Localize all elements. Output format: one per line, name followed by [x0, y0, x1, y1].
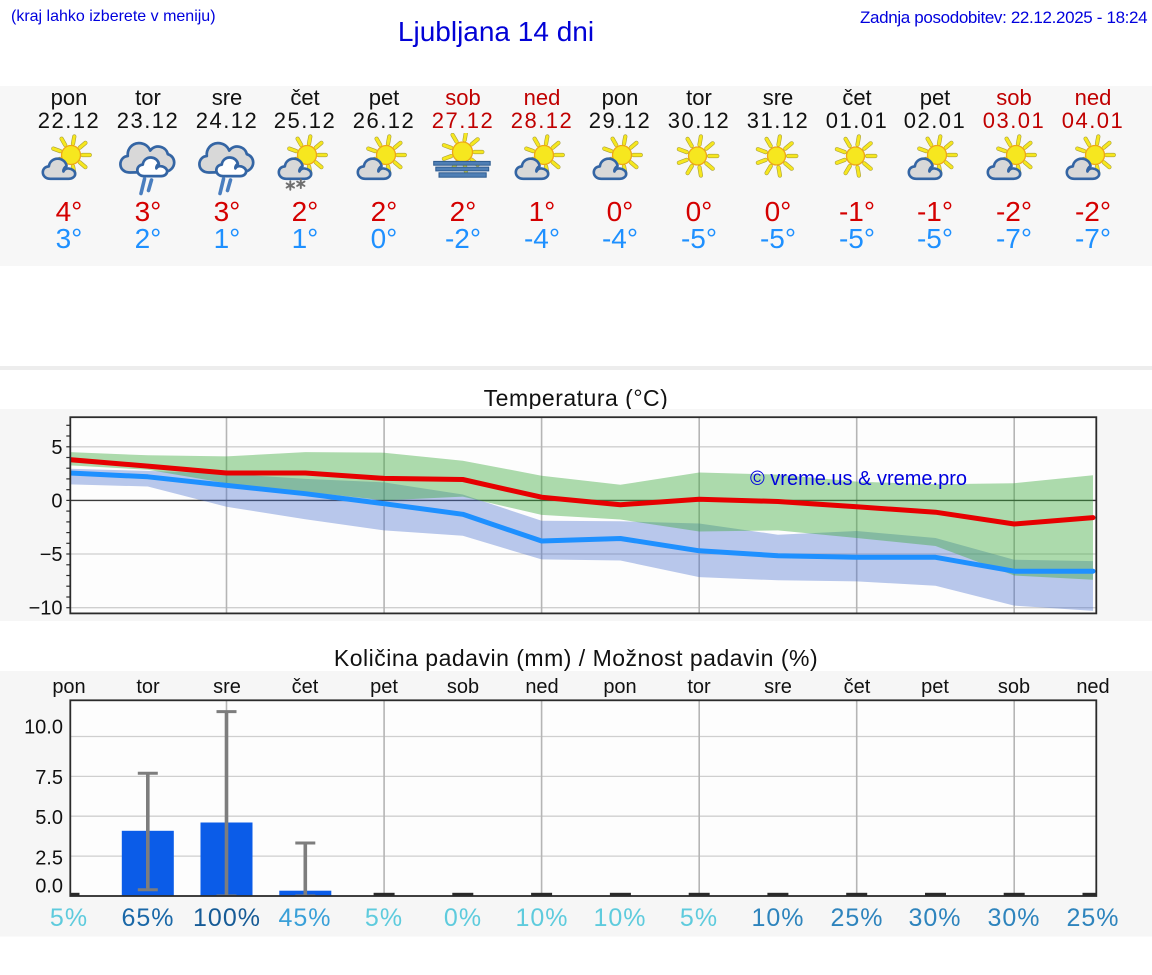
svg-text:0.0: 0.0: [35, 875, 63, 897]
svg-text:7.5: 7.5: [35, 767, 63, 789]
svg-text:5: 5: [51, 437, 62, 459]
svg-text:0: 0: [51, 490, 62, 512]
svg-text:2.5: 2.5: [35, 847, 63, 869]
svg-text:© vreme.us & vreme.pro: © vreme.us & vreme.pro: [750, 468, 967, 490]
svg-text:−5: −5: [40, 544, 63, 566]
svg-text:10.0: 10.0: [24, 716, 63, 738]
svg-text:−10: −10: [29, 598, 63, 620]
svg-text:5.0: 5.0: [35, 807, 63, 829]
